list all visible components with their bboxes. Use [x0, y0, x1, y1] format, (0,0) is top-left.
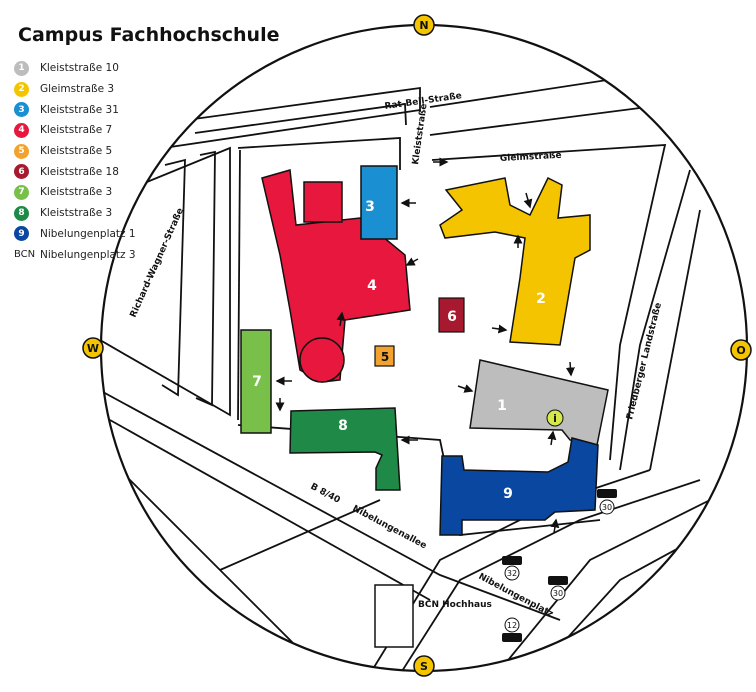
legend-item: 1 Kleiststraße 10 [14, 58, 136, 79]
entrance-arrows [275, 157, 575, 534]
legend-badge-text: BCN [14, 249, 36, 261]
legend-item: 5 Kleiststraße 5 [14, 141, 136, 162]
legend-label: Kleiststraße 3 [40, 207, 113, 220]
legend-label: Kleiststraße 10 [40, 62, 119, 75]
compass-north: N [413, 14, 435, 36]
legend-badge: 3 [14, 102, 29, 118]
svg-text:O: O [736, 344, 745, 357]
building-5[interactable] [374, 345, 395, 367]
legend-badge: 6 [14, 164, 29, 180]
legend-item: 3 Kleiststraße 31 [14, 99, 136, 120]
legend-item: 4 Kleiststraße 7 [14, 120, 136, 141]
legend-label: Kleiststraße 18 [40, 165, 119, 178]
legend-badge: 7 [14, 184, 29, 200]
building-4-label: 4 [367, 278, 377, 294]
legend-item: BCN Nibelungenplatz 3 [14, 244, 136, 265]
building-2[interactable] [439, 176, 591, 346]
legend-label: Kleiststraße 31 [40, 103, 119, 116]
legend-item: 7 Kleiststraße 3 [14, 182, 136, 203]
svg-text:N: N [419, 19, 428, 32]
legend-badge: 2 [14, 81, 29, 97]
bus-stop-32[interactable]: 32 [502, 556, 522, 581]
tram-stop-12[interactable]: 12 [502, 617, 522, 642]
street-label-gleim: Gleimstraße [500, 151, 562, 164]
building-bcn-hochhaus[interactable] [374, 584, 414, 648]
building-5-label: 5 [381, 350, 389, 364]
svg-text:12: 12 [507, 621, 517, 630]
building-bcn-label: BCN Hochhaus [418, 600, 492, 610]
legend-item: 2 Gleimstraße 3 [14, 79, 136, 100]
legend-badge: 8 [14, 205, 29, 221]
compass-east: O [730, 339, 752, 361]
building-4[interactable] [261, 169, 411, 383]
building-3-label: 3 [365, 199, 375, 215]
legend-item: 9 Nibelungenplatz 1 [14, 224, 136, 245]
legend-item: 6 Kleiststraße 18 [14, 161, 136, 182]
legend-label: Kleiststraße 5 [40, 145, 113, 158]
legend-label: Kleiststraße 7 [40, 124, 113, 137]
svg-text:32: 32 [507, 569, 517, 578]
legend-badge: 5 [14, 143, 29, 159]
svg-text:i: i [553, 412, 557, 425]
compass-west: W [82, 337, 104, 359]
legend-badge: 4 [14, 122, 29, 138]
info-icon[interactable]: i [546, 409, 564, 427]
legend-label: Gleimstraße 3 [40, 83, 115, 96]
legend-item: 8 Kleiststraße 3 [14, 203, 136, 224]
building-3[interactable] [360, 165, 398, 240]
bus-stop-30-south[interactable]: 30 [548, 576, 568, 601]
building-6[interactable] [438, 297, 465, 333]
building-8-label: 8 [338, 418, 348, 434]
svg-text:30: 30 [602, 503, 612, 512]
svg-text:W: W [87, 342, 99, 355]
legend-label: Kleiststraße 3 [40, 186, 113, 199]
legend-label: Nibelungenplatz 1 [40, 227, 136, 240]
legend-label: Nibelungenplatz 3 [40, 248, 136, 261]
building-1[interactable] [469, 359, 609, 446]
legend-badge: 1 [14, 60, 29, 76]
building-7[interactable] [240, 329, 272, 434]
svg-text:30: 30 [553, 589, 563, 598]
bus-stop-30-east[interactable]: 30 [597, 489, 617, 515]
legend-badge: 9 [14, 226, 29, 242]
map-title: Campus Fachhochschule [18, 24, 280, 46]
building-6-label: 6 [447, 309, 457, 325]
building-9[interactable] [439, 437, 599, 536]
building-1-label: 1 [497, 398, 507, 414]
legend: 1 Kleiststraße 10 2 Gleimstraße 3 3 Kleiststr… [14, 58, 136, 265]
building-7-label: 7 [252, 374, 262, 390]
building-2-label: 2 [536, 291, 546, 307]
svg-text:S: S [420, 660, 428, 673]
compass-south: S [413, 655, 435, 677]
building-8[interactable] [289, 407, 401, 491]
building-9-label: 9 [503, 486, 513, 502]
